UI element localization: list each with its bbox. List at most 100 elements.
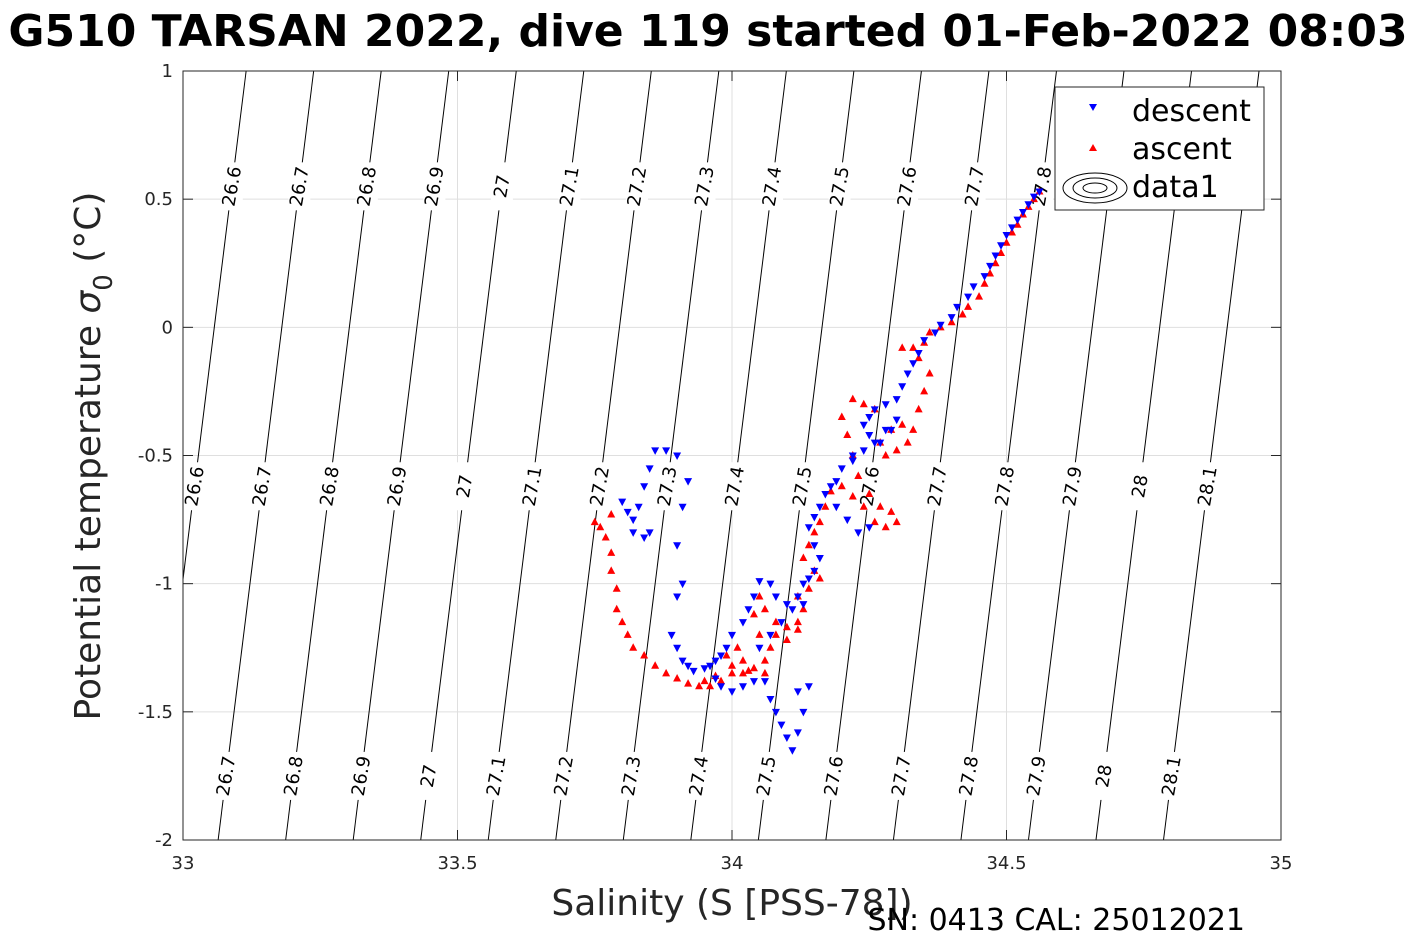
ascent-point xyxy=(925,327,934,336)
descent-point xyxy=(684,662,693,671)
descent-point xyxy=(717,652,726,660)
isopycnal-label-bg xyxy=(896,162,919,211)
isopycnal-label-bg xyxy=(521,462,544,511)
descent-point xyxy=(738,683,747,691)
isopycnal-label-bg xyxy=(251,462,274,511)
descent-point xyxy=(997,242,1006,250)
isopycnal-label-bg xyxy=(588,462,611,511)
ascent-point xyxy=(771,630,780,638)
descent-point xyxy=(804,575,813,584)
ascent-point xyxy=(793,617,802,626)
descent-point xyxy=(793,729,802,737)
isopycnal-label-bg xyxy=(761,162,784,211)
isopycnal-label-bg xyxy=(963,162,986,211)
ascent-point xyxy=(859,502,868,510)
ascent-point xyxy=(629,643,638,651)
descent-point xyxy=(744,606,753,614)
ascent-point xyxy=(766,643,775,651)
ascent-point xyxy=(914,404,923,413)
ascent-point xyxy=(733,643,742,651)
descent-point xyxy=(749,593,758,601)
descent-point xyxy=(678,580,687,589)
ascent-point xyxy=(771,617,780,626)
ascent-point xyxy=(876,502,885,510)
ascent-point xyxy=(755,591,764,600)
isopycnal-label-bg xyxy=(318,462,341,511)
descent-point xyxy=(728,688,736,696)
descent-point xyxy=(843,516,852,525)
descent-point xyxy=(782,601,791,609)
descent-point xyxy=(810,542,819,550)
ascent-point xyxy=(782,622,791,631)
ascent-point xyxy=(964,302,973,310)
descent-point xyxy=(799,580,808,589)
ascent-point xyxy=(700,676,709,685)
descent-point xyxy=(771,593,780,601)
ascent-point xyxy=(717,676,726,685)
ascent-point xyxy=(760,668,769,677)
ascent-point xyxy=(986,269,995,277)
isopycnal-label-bg xyxy=(957,751,980,800)
ascent-point xyxy=(804,584,813,592)
isopycnal-label-bg xyxy=(858,462,881,511)
ascent-point xyxy=(755,630,764,638)
isopycnal-label-bg xyxy=(288,162,311,211)
isopycnal-label-bg xyxy=(386,462,409,511)
ascent-point xyxy=(607,509,616,518)
isopycnal-label-bg xyxy=(791,462,814,511)
descent-point xyxy=(804,524,813,532)
descent-point xyxy=(848,452,857,460)
ascent-point xyxy=(854,471,863,480)
descent-point xyxy=(931,329,940,337)
descent-point xyxy=(815,503,824,512)
ascent-point xyxy=(799,553,808,562)
descent-point xyxy=(777,619,786,627)
ascent-point xyxy=(975,292,984,300)
isopycnal-label-bg xyxy=(417,751,440,800)
x-tick-label: 35 xyxy=(1270,853,1293,874)
descent-point xyxy=(898,383,907,391)
descent-point xyxy=(738,619,747,627)
descent-point xyxy=(865,431,874,440)
ascent-point xyxy=(722,650,731,659)
ascent-point xyxy=(651,661,660,669)
ascent-point xyxy=(601,533,610,541)
descent-point xyxy=(777,721,786,730)
ascent-point xyxy=(706,681,715,690)
x-tick-label: 33 xyxy=(172,853,195,874)
isopycnal-label-bg xyxy=(890,751,913,800)
descent-point xyxy=(634,503,643,512)
descent-point xyxy=(623,508,632,517)
isopycnal-label-bg xyxy=(552,751,575,800)
x-tick-label: 33.5 xyxy=(437,853,477,874)
y-axis-label: Potential temperature σ0 (°C) xyxy=(68,192,119,721)
descent-point xyxy=(903,370,912,378)
descent-point xyxy=(766,631,775,640)
descent-point xyxy=(728,631,736,640)
descent-point xyxy=(810,514,819,522)
descent-point xyxy=(870,439,879,448)
ascent-point xyxy=(837,481,846,490)
y-tick-label: 0 xyxy=(162,317,173,338)
ascent-point xyxy=(892,517,901,526)
descent-point xyxy=(640,483,649,491)
descent-point xyxy=(771,708,780,717)
isopycnal-label: 27 xyxy=(490,173,515,199)
ascent-point xyxy=(881,522,890,531)
descent-point xyxy=(881,401,890,409)
isopycnal-label-bg xyxy=(656,462,679,511)
ascent-point xyxy=(793,625,802,633)
descent-point xyxy=(629,516,638,525)
chart-title: G510 TARSAN 2022, dive 119 started 01-Fe… xyxy=(8,6,1407,57)
ascent-point xyxy=(662,668,671,677)
descent-point xyxy=(1007,224,1016,232)
ascent-point xyxy=(1002,238,1011,246)
descent-point xyxy=(936,321,945,330)
y-tick-label: -2 xyxy=(155,830,173,851)
ascent-point xyxy=(958,310,967,318)
isopycnal-label-bg xyxy=(828,162,851,211)
ascent-point xyxy=(623,630,632,638)
descent-point xyxy=(865,524,874,532)
descent-point xyxy=(673,593,682,601)
descent-point xyxy=(755,644,764,653)
